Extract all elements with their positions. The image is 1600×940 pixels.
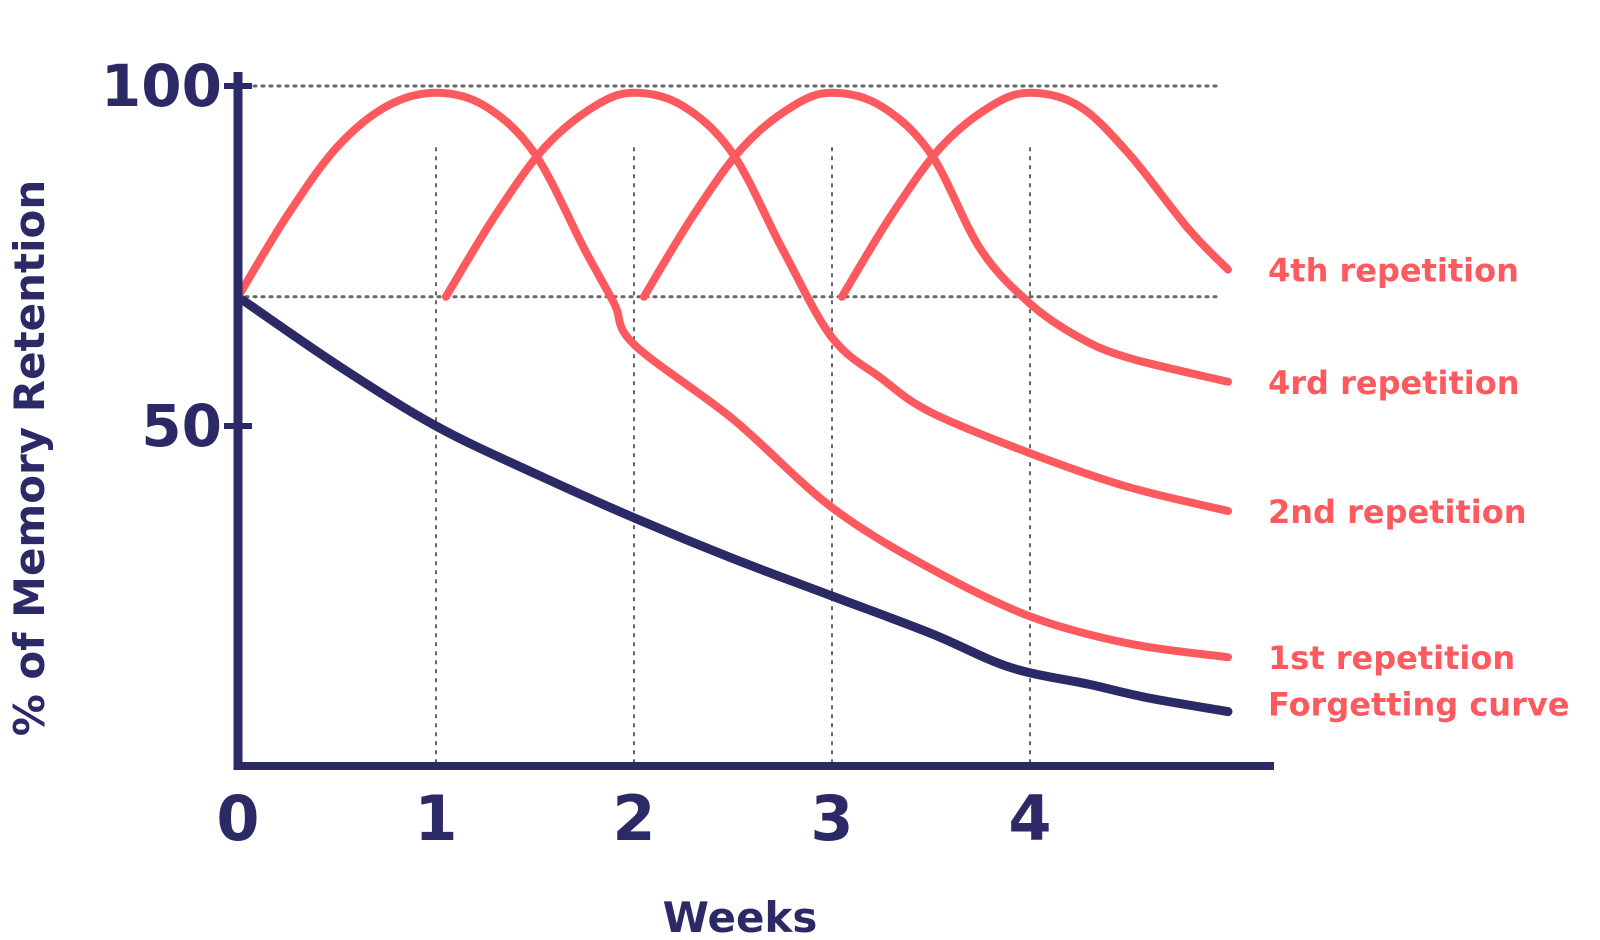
x-tick-label-0: 0 (216, 782, 259, 855)
series-lines (233, 88, 1233, 717)
grid-lines (236, 84, 1224, 766)
series-line-2nd-repetition (441, 88, 1232, 515)
y-axis-title: % of Memory Retention (5, 180, 54, 737)
series-label-2nd-repetition: 2nd repetition (1268, 493, 1526, 531)
series-label-1st-repetition: 1st repetition (1268, 639, 1515, 677)
x-tick-label-3: 3 (810, 782, 853, 855)
tick-labels: 50 100 0 1 2 3 4 (101, 52, 1052, 855)
series-label-forgetting-curve: Forgetting curve (1268, 686, 1569, 724)
y-tick-label-1: 100 (101, 52, 222, 120)
series-labels: Forgetting curve 1st repetition 2nd repeti… (1268, 252, 1569, 724)
series-line-4th-repetition (837, 88, 1232, 301)
x-axis-title: Weeks (663, 893, 818, 940)
series-line-forgetting-curve (233, 292, 1233, 717)
series-line-4rd-repetition (639, 88, 1232, 386)
series-label-4th-repetition: 4th repetition (1268, 252, 1519, 290)
x-tick-label-2: 2 (612, 782, 655, 855)
x-tick-label-4: 4 (1008, 782, 1051, 855)
x-tick-label-1: 1 (414, 782, 457, 855)
series-label-4rd-repetition: 4rd repetition (1268, 364, 1519, 402)
y-tick-label-0: 50 (141, 392, 222, 460)
axes (224, 72, 1274, 770)
series-line-1st-repetition (234, 88, 1232, 662)
